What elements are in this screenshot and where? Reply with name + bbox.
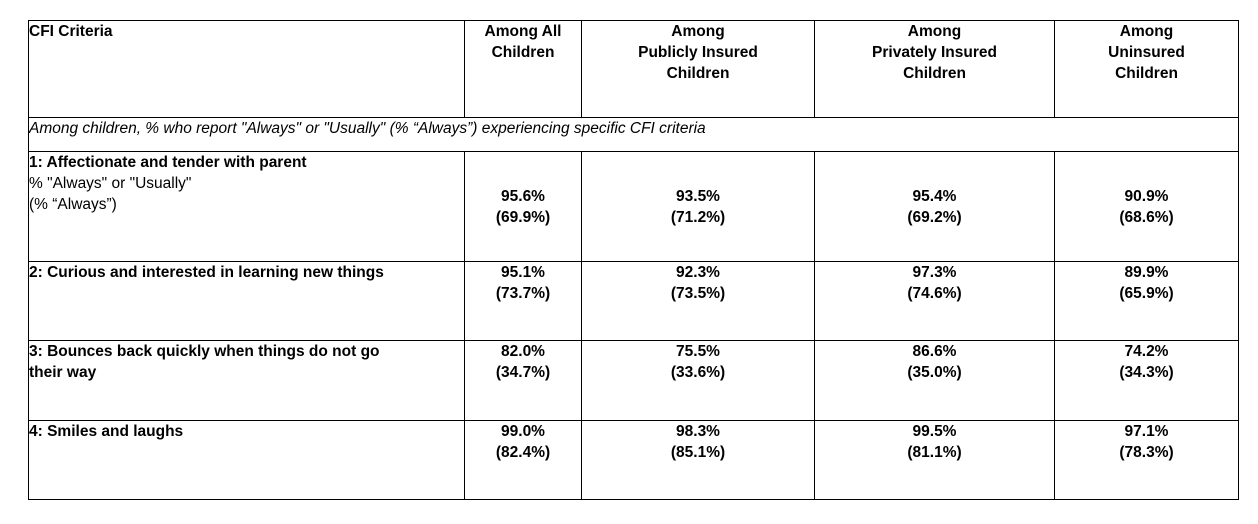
criterion-cell: 1: Affectionate and tender with parent %… — [28, 151, 465, 262]
criterion-label: 4: Smiles and laughs — [29, 423, 184, 440]
criterion-cell: 3: Bounces back quickly when things do n… — [28, 340, 465, 421]
criterion-note: (% “Always”) — [29, 196, 117, 213]
value-cell: 98.3% (85.1%) — [581, 420, 815, 500]
criterion-label: 3: Bounces back quickly when things do n… — [29, 343, 380, 360]
value-cell: 93.5% (71.2%) — [581, 151, 815, 262]
value-cell: 90.9% (68.6%) — [1054, 151, 1239, 262]
value-cell: 82.0% (34.7%) — [464, 340, 582, 421]
value-cell: 99.0% (82.4%) — [464, 420, 582, 500]
value-cell: 74.2% (34.3%) — [1054, 340, 1239, 421]
header-row: CFI Criteria Among All Children Among Pu… — [28, 20, 1239, 118]
criterion-note: % "Always" or "Usually" — [29, 175, 192, 192]
value-cell: 95.1% (73.7%) — [464, 261, 582, 341]
value-cell: 97.3% (74.6%) — [814, 261, 1055, 341]
table-row: 4: Smiles and laughs 99.0% (82.4%) 98.3%(… — [28, 420, 1239, 500]
criterion-label: their way — [29, 364, 97, 381]
cfi-criteria-table: CFI Criteria Among All Children Among Pu… — [28, 20, 1239, 500]
header-publicly-insured: Among Publicly Insured Children — [581, 20, 815, 118]
value-cell: 75.5% (33.6%) — [581, 340, 815, 421]
header-uninsured: Among Uninsured Children — [1054, 20, 1239, 118]
table-row: 3: Bounces back quickly when things do n… — [28, 340, 1239, 421]
criterion-label: 1: Affectionate and tender with parent — [29, 154, 307, 171]
subheader-row: Among children, % who report "Always" or… — [28, 117, 1239, 152]
value-cell: 86.6% (35.0%) — [814, 340, 1055, 421]
table-row: 2: Curious and interested in learning ne… — [28, 261, 1239, 341]
value-cell: 95.6% (69.9%) — [464, 151, 582, 262]
criterion-cell: 2: Curious and interested in learning ne… — [28, 261, 465, 341]
header-privately-insured: Among Privately Insured Children — [814, 20, 1055, 118]
table-row: 1: Affectionate and tender with parent %… — [28, 151, 1239, 262]
value-cell: 97.1% (78.3%) — [1054, 420, 1239, 500]
value-cell: 92.3% (73.5%) — [581, 261, 815, 341]
subheader-text: Among children, % who report "Always" or… — [28, 117, 1239, 152]
header-cfi-criteria: CFI Criteria — [28, 20, 465, 118]
value-cell: 95.4% (69.2%) — [814, 151, 1055, 262]
criterion-cell: 4: Smiles and laughs — [28, 420, 465, 500]
value-cell: 99.5% (81.1%) — [814, 420, 1055, 500]
criterion-label: 2: Curious and interested in learning ne… — [29, 264, 384, 281]
header-all-children: Among All Children — [464, 20, 582, 118]
value-cell: 89.9% (65.9%) — [1054, 261, 1239, 341]
